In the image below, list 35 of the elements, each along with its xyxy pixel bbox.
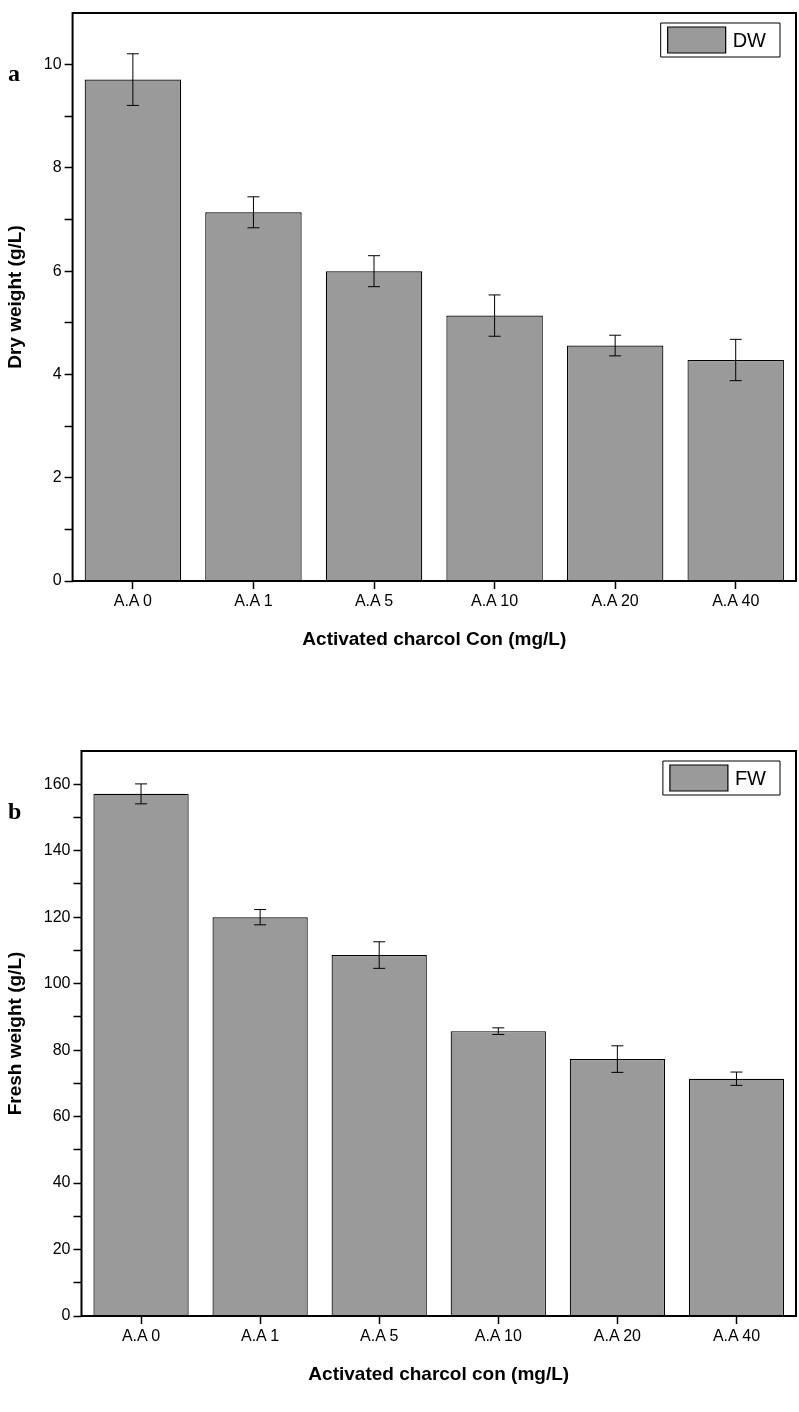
y-tick-label: 120 <box>43 907 71 925</box>
y-axis-title: Dry weight (g/L) <box>3 225 25 369</box>
legend-label: DW <box>732 28 767 51</box>
x-tick-label: A.A 1 <box>234 592 273 610</box>
x-tick-label: A.A 40 <box>712 1327 761 1345</box>
y-tick-label: 10 <box>43 55 62 73</box>
y-tick-label: 8 <box>52 158 62 176</box>
x-tick-label: A.A 5 <box>354 592 394 610</box>
y-tick-label: 20 <box>52 1239 71 1257</box>
y-tick-label: 2 <box>52 468 62 486</box>
text: a <box>8 60 20 87</box>
x-tick-label: A.A 0 <box>113 592 153 610</box>
x-tick-label: A.A 20 <box>591 592 639 610</box>
y-tick-label: 100 <box>43 974 71 992</box>
y-tick-label: 0 <box>52 571 62 589</box>
y-tick-label: 160 <box>43 774 71 792</box>
x-axis-title: Activated charcol con (mg/L) <box>308 1362 570 1384</box>
x-axis-title: Activated charcol Con (mg/L) <box>302 627 567 649</box>
y-tick-label: 0 <box>61 1306 71 1324</box>
x-tick-label: A.A 20 <box>593 1327 642 1345</box>
y-tick-label: 6 <box>52 261 62 279</box>
y-tick-label: 60 <box>52 1106 71 1124</box>
x-tick-label: A.A 5 <box>360 1327 399 1345</box>
y-tick-label: 80 <box>52 1040 71 1058</box>
x-tick-label: A.A 10 <box>471 592 519 610</box>
x-tick-label: A.A 40 <box>712 592 760 610</box>
legend-label: FW <box>734 766 767 789</box>
y-tick-label: 4 <box>52 364 62 382</box>
y-tick-label: 40 <box>52 1173 71 1191</box>
y-axis-title: Fresh weight (g/L) <box>3 951 25 1116</box>
x-tick-label: A.A 10 <box>474 1327 522 1345</box>
y-tick-label: 140 <box>43 841 71 859</box>
x-tick-label: A.A 0 <box>121 1327 161 1345</box>
x-tick-label: A.A 1 <box>241 1327 280 1345</box>
text: b <box>8 798 22 825</box>
